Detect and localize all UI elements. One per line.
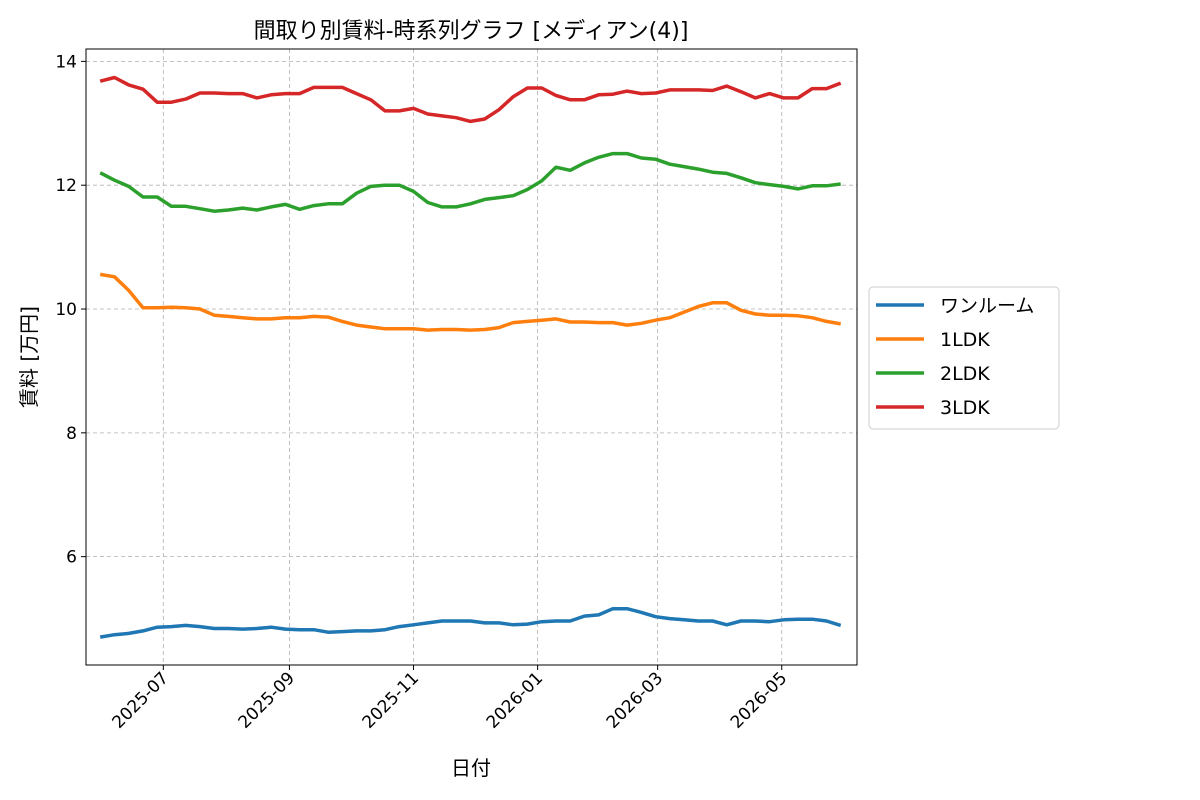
legend-label: ワンルーム [940,295,1034,317]
series-lines [99,75,842,639]
legend-box [868,286,1060,430]
legend-label: 3LDK [940,397,990,419]
legend-label: 1LDK [940,329,990,351]
plot-area-frame [85,48,858,666]
y-tick-label: 12 [55,176,77,196]
legend-label: 2LDK [940,363,990,385]
series-line-1 [99,606,842,639]
y-tick-label: 14 [55,52,77,72]
y-tick-label: 6 [66,548,77,568]
y-tick-label: 10 [55,300,77,320]
series-line-3 [99,151,841,213]
grid [86,49,857,665]
series-line-4 [99,75,842,124]
y-tick-label: 8 [66,424,77,444]
legend: ワンルーム 1LDK 2LDK 3LDK [868,286,1060,430]
x-axis-label: 日付 [451,756,491,780]
y-axis-label: 賃料 [万円] [17,306,41,408]
series-line-2 [99,272,842,332]
chart-title: 間取り別賃料-時系列グラフ [メディアン(4)] [254,19,689,44]
